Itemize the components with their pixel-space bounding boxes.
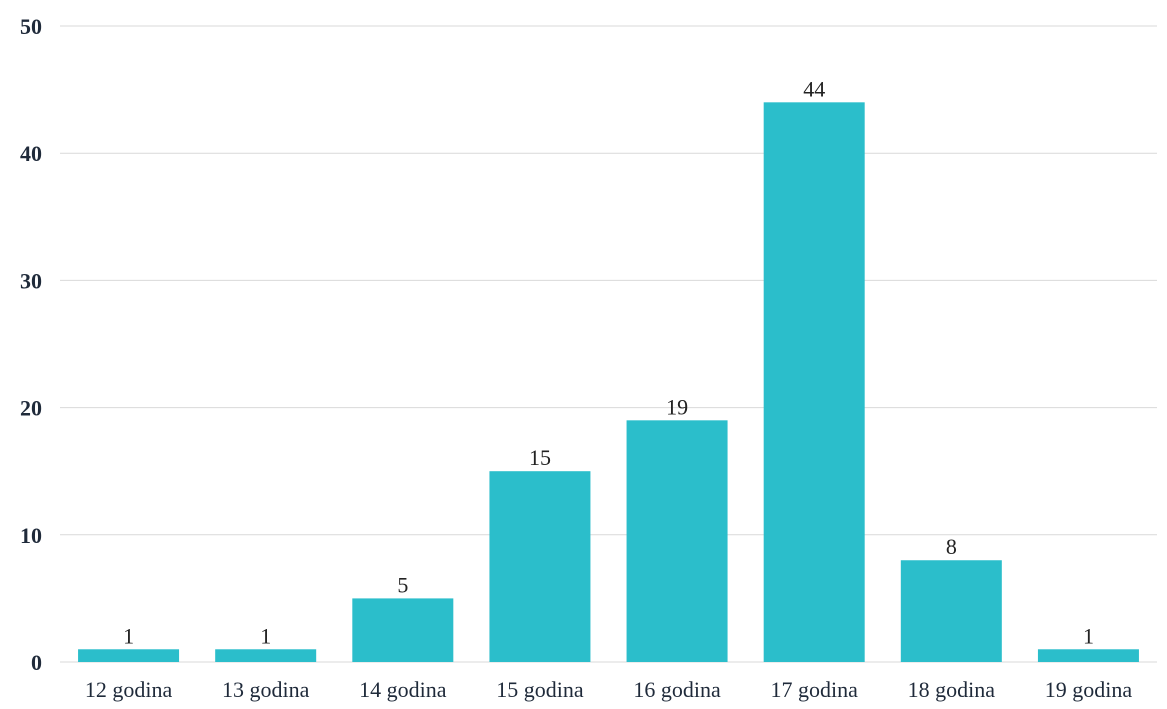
x-tick-label: 12 godina xyxy=(85,677,173,702)
y-axis-tick-labels: 0 10 20 30 40 50 xyxy=(20,14,42,675)
bar xyxy=(763,102,865,662)
y-tick-label: 50 xyxy=(20,14,42,39)
bar xyxy=(1037,649,1139,662)
y-tick-label: 40 xyxy=(20,141,42,166)
y-tick-label: 0 xyxy=(31,650,42,675)
y-tick-label: 20 xyxy=(20,396,42,421)
y-tick-label: 10 xyxy=(20,523,42,548)
data-label: 19 xyxy=(666,394,688,419)
x-tick-label: 14 godina xyxy=(359,677,447,702)
data-label: 1 xyxy=(1083,623,1094,648)
data-label: 1 xyxy=(123,623,134,648)
bars xyxy=(78,102,1139,662)
data-label: 5 xyxy=(397,572,408,597)
x-tick-label: 17 godina xyxy=(770,677,858,702)
x-tick-label: 19 godina xyxy=(1045,677,1133,702)
x-tick-label: 15 godina xyxy=(496,677,584,702)
x-axis-tick-labels: 12 godina 13 godina 14 godina 15 godina 16 g… xyxy=(85,677,1132,702)
data-label: 8 xyxy=(946,534,957,559)
data-label: 15 xyxy=(529,445,551,470)
x-tick-label: 16 godina xyxy=(633,677,721,702)
bar xyxy=(489,471,591,662)
x-tick-label: 13 godina xyxy=(222,677,310,702)
y-tick-label: 30 xyxy=(20,268,42,293)
x-tick-label: 18 godina xyxy=(908,677,996,702)
bar xyxy=(215,649,317,662)
data-label: 1 xyxy=(260,623,271,648)
bar xyxy=(900,560,1002,662)
bar xyxy=(78,649,180,662)
data-label: 44 xyxy=(803,76,825,101)
bar xyxy=(352,598,454,662)
bar xyxy=(626,420,728,662)
